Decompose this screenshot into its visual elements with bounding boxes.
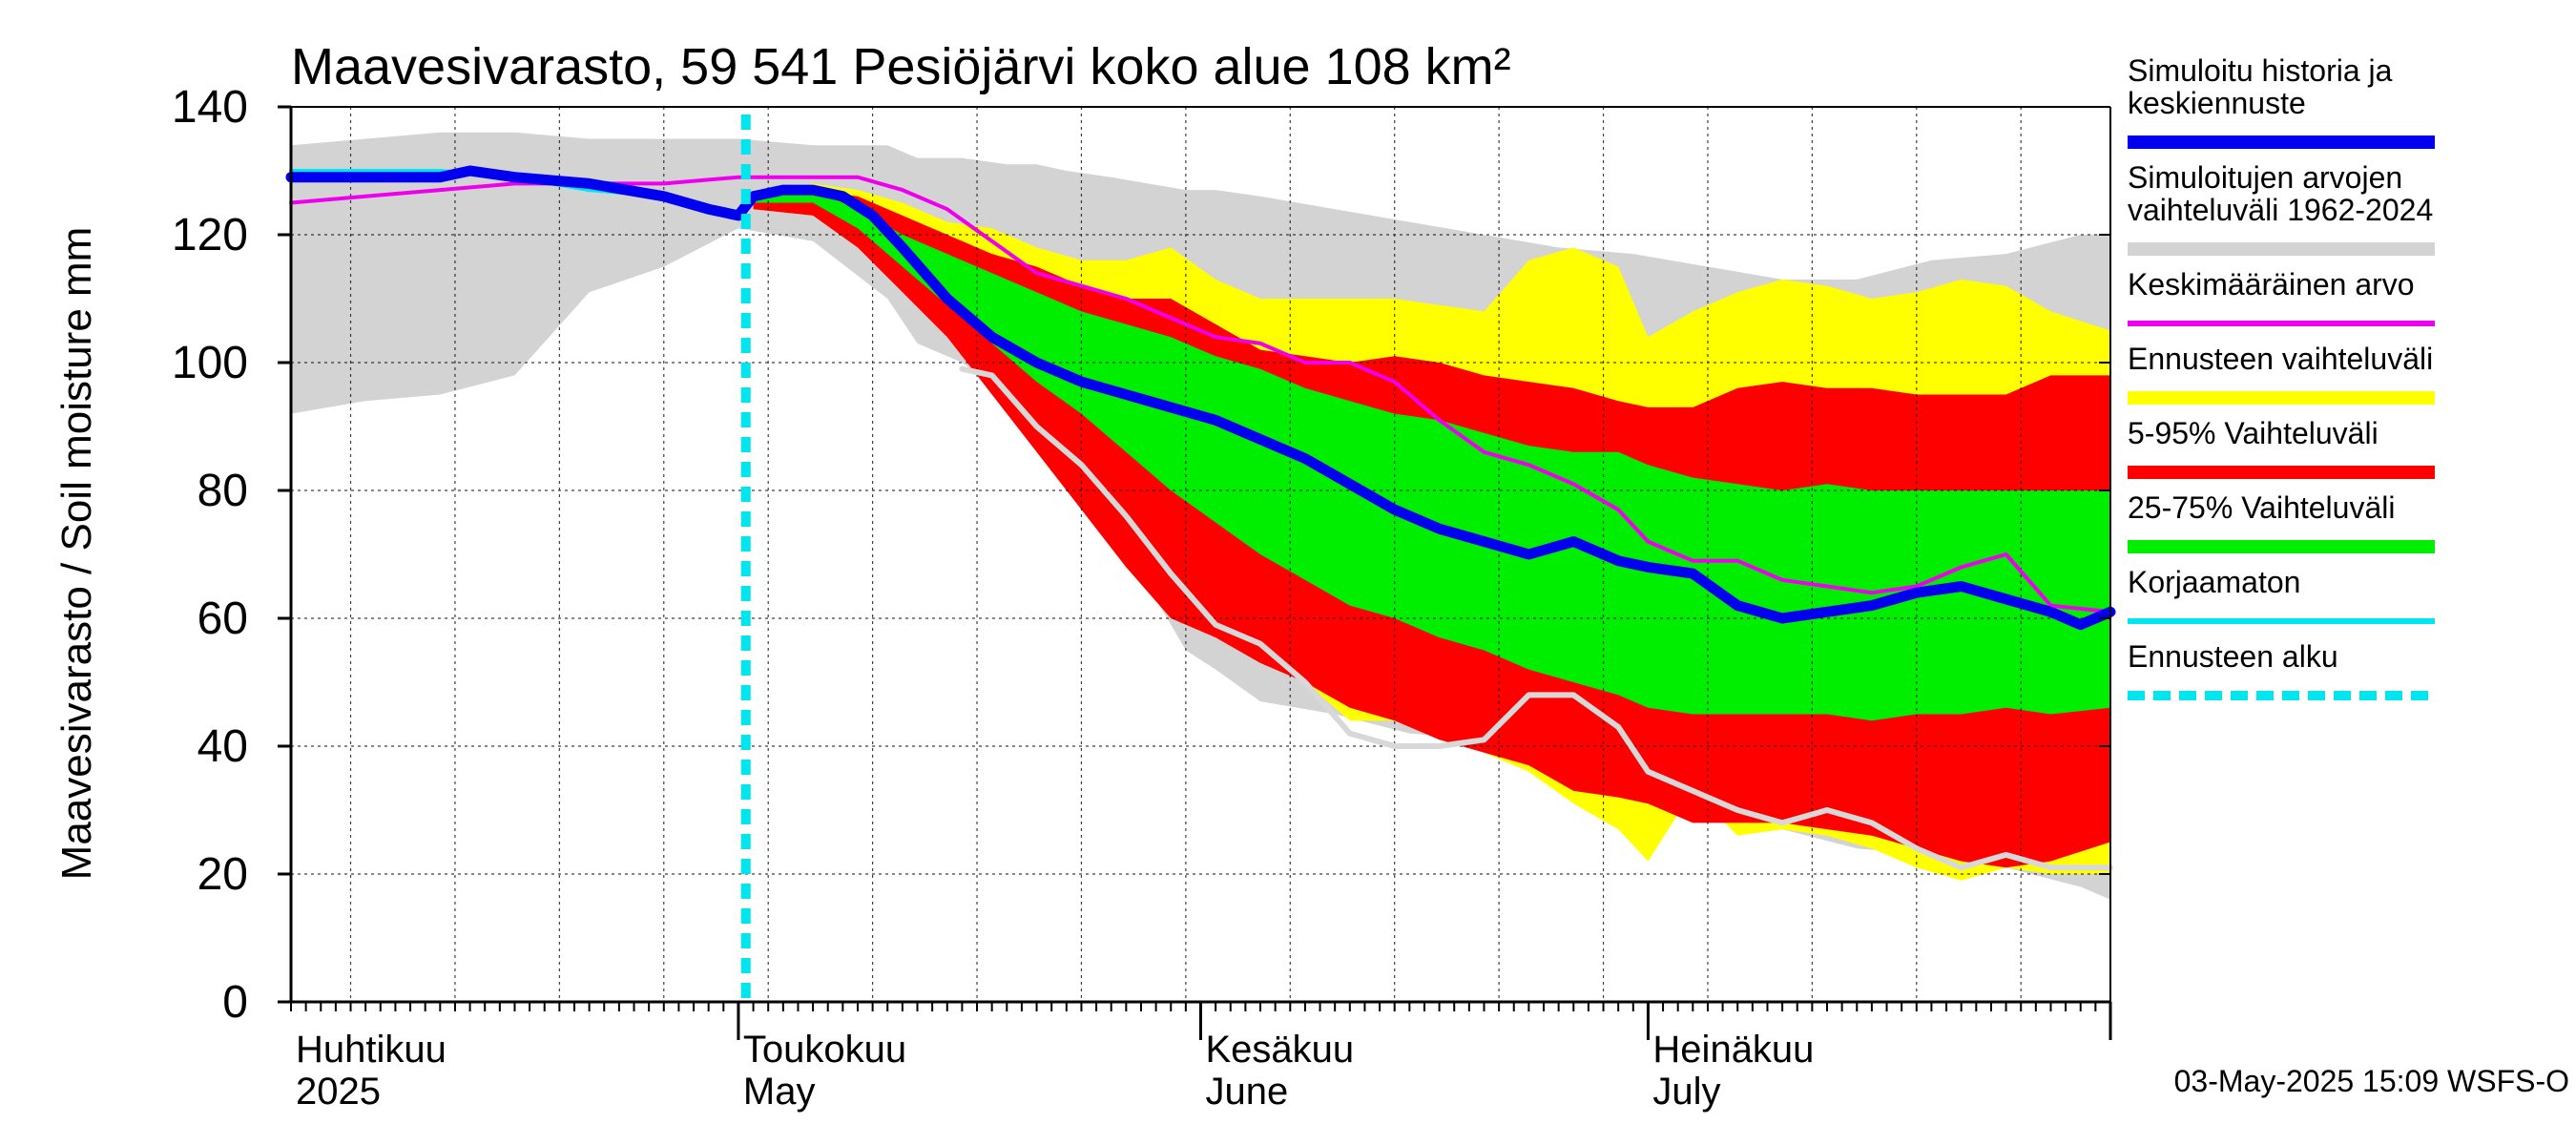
legend-label: 5-95% Vaihteluväli — [2128, 416, 2379, 450]
legend-item-ennusteen-alku: Ennusteen alku — [2128, 639, 2435, 700]
legend-label: Keskimääräinen arvo — [2128, 267, 2415, 302]
series-previous-year — [959, 365, 2113, 871]
month-label-fi: Kesäkuu — [1206, 1029, 1355, 1071]
legend-item-5-95-vaihteluv-li: 5-95% Vaihteluväli — [2128, 416, 2435, 479]
y-axis-label: Maavesivarasto / Soil moisture mm — [53, 227, 100, 881]
y-tick-label: 100 — [172, 338, 248, 388]
y-tick-label: 60 — [197, 593, 248, 644]
legend-label: Simuloitujen arvojen — [2128, 160, 2402, 195]
legend-item-ennusteen-vaihteluv-li: Ennusteen vaihteluväli — [2128, 342, 2435, 405]
y-tick-label: 120 — [172, 210, 248, 260]
legend-label: vaihteluväli 1962-2024 — [2128, 193, 2433, 227]
band-25-75-vaihteluv-li — [753, 190, 2110, 721]
y-tick-label: 0 — [222, 977, 248, 1028]
month-label-fi: Heinäkuu — [1652, 1029, 1814, 1071]
series-simuloitu-historia-ja-keskiennuste — [285, 165, 2116, 631]
month-label-en: July — [1652, 1071, 1720, 1113]
y-tick-label: 80 — [197, 466, 248, 516]
legend-label: Korjaamaton — [2128, 565, 2300, 599]
chart-title: Maavesivarasto, 59 541 Pesiöjärvi koko a… — [291, 38, 1511, 95]
month-label-fi: Huhtikuu — [296, 1029, 447, 1071]
timestamp: 03-May-2025 15:09 WSFS-O — [2174, 1064, 2569, 1098]
month-label-en: May — [743, 1071, 816, 1113]
month-label-en: June — [1206, 1071, 1289, 1113]
y-tick-label: 140 — [172, 82, 248, 133]
legend-label: keskiennuste — [2128, 86, 2306, 120]
legend-label: Simuloitu historia ja — [2128, 53, 2393, 88]
grid — [291, 107, 2110, 1002]
legend-label: Ennusteen vaihteluväli — [2128, 342, 2433, 376]
month-label-en: 2025 — [296, 1071, 381, 1113]
legend-label: 25-75% Vaihteluväli — [2128, 490, 2395, 525]
legend-item-25-75-vaihteluv-li: 25-75% Vaihteluväli — [2128, 490, 2435, 553]
series-keskim-r-inen-arvo — [289, 175, 2112, 614]
month-label-fi: Toukokuu — [743, 1029, 906, 1071]
legend-label: Ennusteen alku — [2128, 639, 2338, 674]
y-tick-label: 20 — [197, 849, 248, 900]
y-tick-label: 40 — [197, 721, 248, 772]
legend-item-keskim-r-inen-arvo: Keskimääräinen arvo — [2128, 267, 2435, 326]
legend-item-korjaamaton: Korjaamaton — [2128, 565, 2435, 624]
legend: Simuloitu historia jakeskiennusteSimuloi… — [2128, 53, 2435, 700]
